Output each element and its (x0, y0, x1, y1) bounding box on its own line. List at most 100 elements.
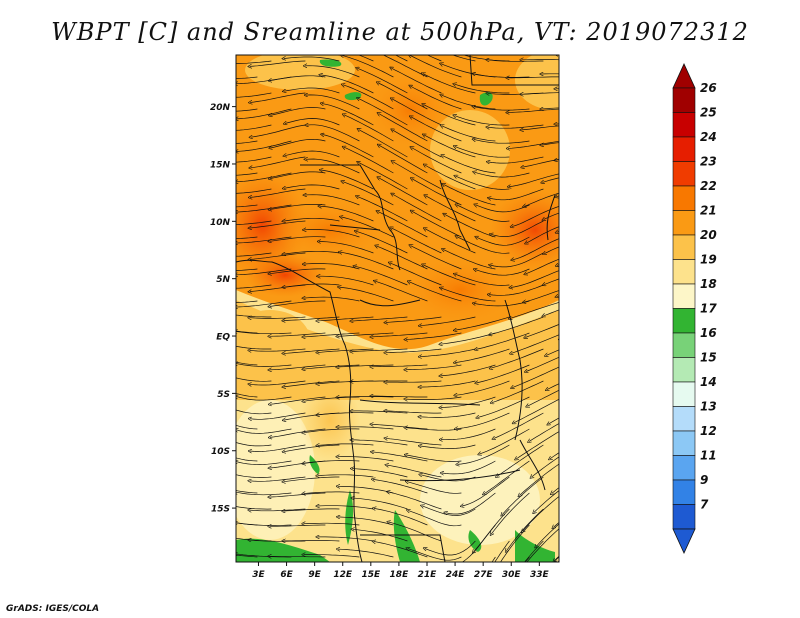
streamline (408, 510, 462, 527)
colorbar-label: 19 (700, 253, 717, 267)
lat-tick-label: 15S (211, 505, 230, 515)
streamline (284, 283, 340, 287)
streamline (567, 509, 612, 543)
streamline (372, 452, 428, 462)
lon-tick-label: 15E (361, 570, 381, 580)
streamline (269, 525, 326, 526)
streamline (386, 348, 442, 353)
streamline (355, 266, 408, 286)
streamline (236, 314, 272, 318)
streamline (510, 301, 559, 318)
streamline (455, 146, 510, 158)
streamline (456, 412, 510, 429)
streamline (455, 116, 510, 126)
streamline (318, 316, 374, 321)
streamline (386, 316, 442, 323)
streamline (283, 508, 340, 511)
colorbar-label: 15 (700, 351, 717, 365)
streamline (526, 226, 559, 243)
streamline (408, 549, 462, 561)
streamline (338, 457, 394, 462)
streamline (351, 381, 408, 382)
lon-tick-label: 9E (308, 570, 321, 580)
streamline (406, 332, 462, 340)
streamline (425, 540, 476, 556)
streamline (489, 188, 544, 200)
streamline (250, 349, 306, 351)
streamline (321, 75, 374, 94)
streamline (359, 130, 408, 158)
streamline (236, 60, 272, 64)
streamline (556, 89, 559, 93)
streamline (236, 492, 292, 496)
streamline (561, 349, 612, 373)
streamline (372, 424, 428, 430)
streamline (566, 477, 612, 509)
streamline (236, 346, 272, 350)
streamline (250, 444, 306, 452)
streamline (236, 108, 292, 119)
colorbar-swatch (672, 87, 696, 113)
streamline (442, 126, 496, 142)
streamline (304, 332, 360, 337)
streamline (564, 445, 611, 475)
streamline (523, 496, 559, 531)
longitude-axis: 3E 6E 9E 12E 15E 18E 21E 24E 27E 30E 33E (252, 562, 550, 580)
streamline (270, 492, 326, 497)
streamline (236, 124, 272, 131)
streamline (455, 274, 510, 286)
streamline (270, 75, 326, 81)
streamline (353, 498, 408, 510)
streamline (444, 184, 496, 206)
streamline (236, 409, 272, 415)
streamlines (236, 55, 612, 575)
streamline (443, 156, 496, 174)
streamline (494, 412, 544, 439)
streamline (250, 92, 306, 103)
colorbar-label: 25 (700, 106, 717, 120)
streamline (474, 139, 530, 144)
streamline (456, 176, 510, 190)
streamline (457, 444, 510, 464)
streamline (544, 246, 559, 254)
streamline (420, 412, 476, 417)
lat-tick-label: 5N (216, 275, 230, 285)
streamline (352, 316, 408, 321)
streamline (249, 509, 306, 511)
streamline (236, 204, 292, 212)
streamline (410, 55, 462, 78)
streamline (507, 77, 559, 78)
streamline (392, 99, 442, 126)
streamline (307, 125, 360, 142)
streamline (351, 348, 408, 352)
streamline (285, 150, 340, 157)
streamline (236, 474, 272, 478)
streamline (446, 492, 496, 514)
streamline (491, 348, 544, 368)
streamline (236, 490, 258, 494)
streamline (567, 541, 611, 575)
streamline (425, 229, 476, 254)
streamline (236, 554, 258, 558)
streamline (270, 332, 326, 336)
colorbar-label: 16 (700, 326, 717, 340)
map-title: WBPT [C] and Sreamline at 500hPa, VT: 20… (51, 18, 749, 46)
streamline (342, 55, 394, 78)
streamline (488, 156, 544, 163)
lon-tick-label: 12E (333, 570, 353, 580)
colorbar-label: 20 (700, 228, 717, 242)
streamline (457, 205, 510, 222)
streamline (303, 523, 360, 525)
streamline (236, 140, 258, 144)
streamline (424, 135, 476, 158)
colorbar-label: 14 (700, 375, 717, 389)
streamline (494, 540, 510, 562)
streamline (250, 220, 306, 228)
lat-tick-label: 10S (211, 447, 230, 457)
streamline (306, 159, 360, 174)
streamline (508, 108, 559, 113)
streamline (526, 528, 559, 562)
streamline (269, 556, 326, 557)
country-borders (236, 55, 559, 562)
